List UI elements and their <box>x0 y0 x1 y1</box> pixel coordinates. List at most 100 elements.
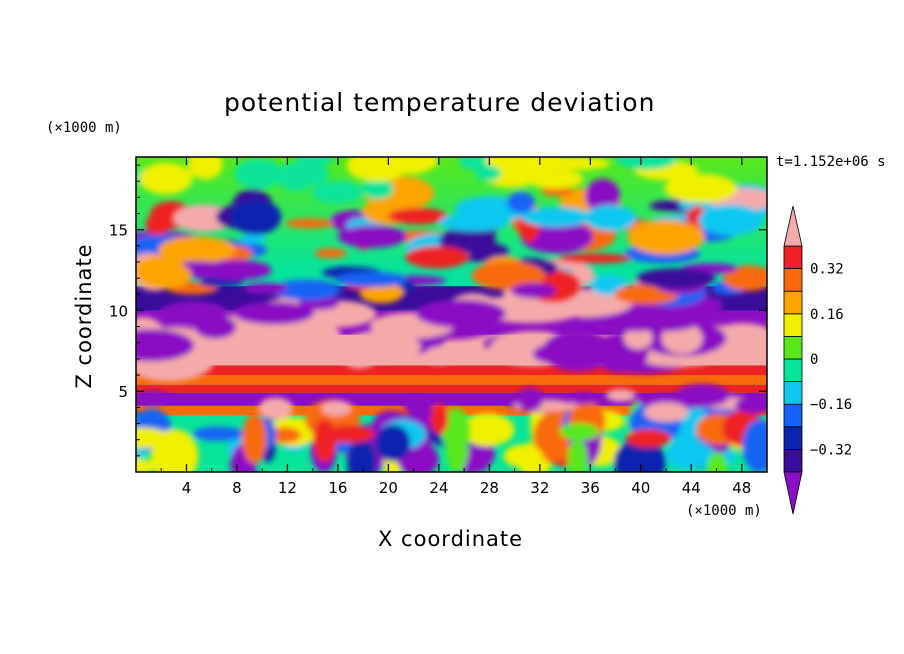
field-band <box>136 384 767 393</box>
field-blob <box>347 438 377 472</box>
field-blob <box>415 299 506 328</box>
x-tick-label: 40 <box>631 479 650 497</box>
x-tick-label: 20 <box>379 479 398 497</box>
x-tick-label: 48 <box>732 479 751 497</box>
field-blob <box>510 283 557 299</box>
field-blob <box>542 157 610 171</box>
field-blob <box>438 213 510 232</box>
x-tick-label: 44 <box>682 479 701 497</box>
y-tick-label: 10 <box>109 302 128 320</box>
field-blob <box>314 248 347 259</box>
field-blob <box>188 157 223 180</box>
field-blob <box>230 199 282 235</box>
field-blob <box>664 173 738 203</box>
field-blob <box>643 402 689 423</box>
field-blob <box>521 206 592 227</box>
field-band <box>136 375 767 385</box>
field-blob <box>239 233 267 244</box>
field-blob <box>585 178 620 214</box>
field-blob <box>276 163 316 191</box>
colorbar-segment <box>783 268 803 292</box>
field-blob <box>136 255 186 285</box>
field-blob <box>625 429 672 448</box>
field-blob <box>506 191 536 214</box>
chart-title: potential temperature deviation <box>224 88 656 117</box>
colorbar-max-arrow <box>783 205 803 247</box>
field-blob <box>627 219 705 255</box>
field-blob <box>675 383 730 408</box>
colorbar-tick-label: 0.16 <box>810 307 844 323</box>
y-axis-unit: (×1000 m) <box>46 120 122 136</box>
field-blob <box>474 165 501 182</box>
field-blob <box>517 387 544 411</box>
y-tick-label: 5 <box>118 383 128 401</box>
field-blob <box>532 341 612 367</box>
field-blob <box>136 458 155 472</box>
x-tick-label: 32 <box>530 479 549 497</box>
field-blob <box>722 265 767 292</box>
colorbar-tick-label: −0.32 <box>810 442 852 458</box>
colorbar-segment <box>783 403 803 428</box>
field-blob <box>268 427 301 444</box>
field-blob <box>335 271 408 288</box>
colorbar-segment <box>783 381 803 405</box>
field-blob <box>285 218 334 229</box>
y-axis-label: Z coordinate <box>72 243 96 389</box>
field-blob <box>405 246 470 269</box>
field-blob <box>145 213 170 236</box>
field-blob <box>258 397 293 420</box>
field-blob <box>243 282 288 295</box>
field-blob <box>735 395 767 414</box>
field-blob <box>636 268 716 289</box>
field-blob <box>158 236 236 264</box>
colorbar-min-arrow <box>783 471 803 515</box>
field-blob <box>192 426 245 442</box>
field-blob <box>150 429 199 472</box>
field-blob <box>614 157 678 170</box>
field-blob <box>526 169 584 189</box>
field-blob <box>139 162 193 195</box>
field-blob <box>271 279 342 301</box>
x-tick-label: 24 <box>429 479 448 497</box>
field-band <box>136 365 767 376</box>
field-blob <box>403 396 432 415</box>
heatmap-field <box>136 157 767 472</box>
field-blob <box>233 301 315 325</box>
field-blob <box>388 207 448 225</box>
field-blob <box>296 157 335 167</box>
field-blob <box>234 158 284 189</box>
x-tick-label: 4 <box>182 479 192 497</box>
x-tick-label: 28 <box>480 479 499 497</box>
field-blob <box>346 157 409 182</box>
field-blob <box>159 301 228 325</box>
field-blob <box>461 413 515 447</box>
plot-frame <box>135 156 768 473</box>
y-tick-label: 15 <box>109 222 128 240</box>
field-blob <box>312 181 363 204</box>
field-blob <box>471 261 546 290</box>
field-blob <box>136 329 195 362</box>
colorbar-segment <box>783 245 803 270</box>
field-blob <box>503 444 543 468</box>
colorbar-segment <box>783 290 803 315</box>
x-tick-label: 8 <box>232 479 242 497</box>
field-blob <box>559 423 599 441</box>
field-blob <box>337 225 407 248</box>
field-blob <box>361 178 394 200</box>
field-blob <box>359 282 404 304</box>
x-axis: 4 8 12 16 20 24 28 32 36 40 44 48 <box>160 157 751 497</box>
field-blob <box>338 331 421 362</box>
y-axis: 5 10 15 <box>109 164 767 457</box>
x-axis-unit: (×1000 m) <box>686 503 762 519</box>
colorbar: 0.32 0.16 0 −0.16 −0.32 <box>783 205 852 515</box>
x-tick-label: 12 <box>278 479 297 497</box>
colorbar-segment <box>783 335 803 360</box>
field-blob <box>137 390 171 405</box>
x-tick-label: 36 <box>581 479 600 497</box>
field-blob <box>605 389 636 402</box>
field-blob <box>430 403 449 435</box>
field-blob <box>584 204 636 232</box>
field-blob <box>698 204 764 236</box>
field-blob <box>665 438 709 470</box>
